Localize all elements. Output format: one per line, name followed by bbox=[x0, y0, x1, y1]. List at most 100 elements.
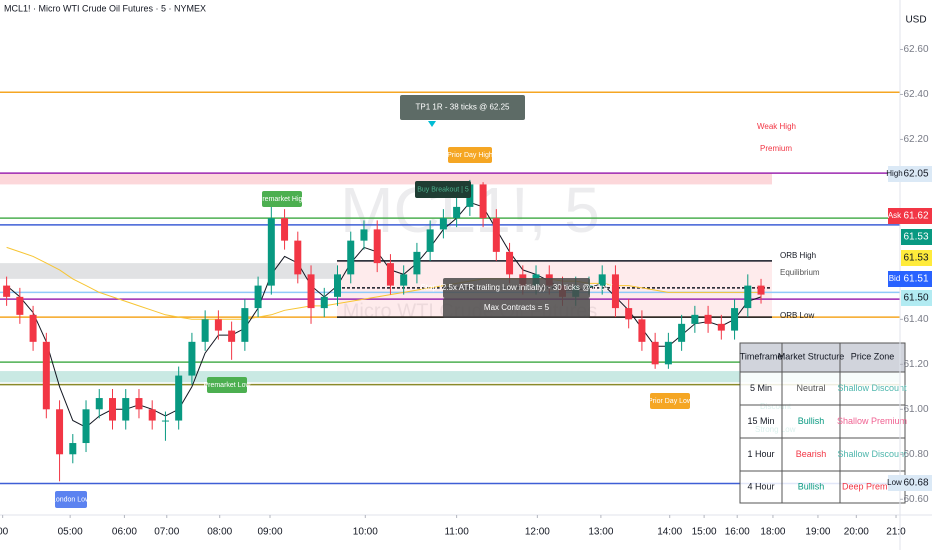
candle-body bbox=[161, 420, 169, 422]
x-tick-label: 15:00 bbox=[692, 527, 717, 538]
annotation-text: Prior Day High bbox=[447, 152, 493, 159]
candle-body bbox=[122, 398, 130, 421]
candle-body bbox=[188, 341, 196, 376]
candle-body bbox=[651, 341, 659, 365]
candle-body bbox=[347, 240, 355, 275]
annotation-text: London Low bbox=[52, 496, 91, 503]
y-tick-label: 61.00 bbox=[903, 404, 928, 415]
candle-body bbox=[611, 274, 619, 309]
tp-arrow bbox=[428, 121, 436, 127]
x-tick-label: 12:00 bbox=[525, 527, 550, 538]
candle-body bbox=[56, 409, 64, 455]
price-tag-name: Bid bbox=[889, 274, 901, 283]
x-tick-label: 20:00 bbox=[844, 527, 869, 538]
x-tick-label: 08:00 bbox=[207, 527, 232, 538]
currency[interactable]: USD bbox=[905, 15, 926, 26]
price-tag-name-box bbox=[888, 208, 901, 224]
plot-area: TP1 1R - 38 ticks @ 62.25 Prior Day High B… bbox=[0, 91, 907, 508]
annotation-box bbox=[443, 278, 590, 298]
chart-label: Equilibrium bbox=[780, 268, 820, 277]
y-tick-label: 61.40 bbox=[903, 314, 928, 325]
annotation-box bbox=[415, 181, 471, 198]
table-cell: 5 Min bbox=[750, 383, 772, 393]
price-tag-name: Low bbox=[887, 478, 902, 487]
x-tick-label: 05:00 bbox=[58, 527, 83, 538]
price-tag bbox=[901, 250, 932, 266]
candle-body bbox=[214, 319, 222, 331]
table-cell: 15 Min bbox=[747, 416, 774, 426]
candle-body bbox=[664, 341, 672, 365]
candle-body bbox=[453, 206, 461, 219]
price-tag bbox=[901, 290, 932, 306]
candle-body bbox=[757, 285, 765, 295]
price-tag-name-box bbox=[888, 475, 901, 491]
price-tag-name-box bbox=[888, 166, 901, 182]
candle-body bbox=[400, 274, 408, 286]
chart-label: Weak High bbox=[757, 122, 796, 131]
candle-body bbox=[148, 409, 156, 421]
table-cell: 4 Hour bbox=[747, 481, 774, 491]
zone bbox=[0, 263, 337, 279]
moving-average bbox=[6, 201, 762, 428]
candle-body bbox=[439, 218, 447, 230]
price-tag-value: 62.05 bbox=[903, 169, 928, 180]
x-tick-label: 06:00 bbox=[112, 527, 137, 538]
annotation-box bbox=[262, 191, 302, 207]
price-tag-value: 61.53 bbox=[903, 253, 928, 264]
price-tag-value: 60.68 bbox=[903, 478, 928, 489]
candle-body bbox=[492, 218, 500, 252]
candle-body bbox=[82, 409, 90, 444]
annotation-text: TP1 1R - 38 ticks @ 62.25 bbox=[416, 103, 510, 112]
candle-body bbox=[228, 330, 236, 342]
candle-body bbox=[717, 323, 725, 331]
candle-body bbox=[320, 296, 328, 309]
annotation-text: Premarket High bbox=[258, 196, 307, 203]
table-cell: Shallow Discount bbox=[837, 449, 907, 459]
annotation-text: Buy Breakout | 5 bbox=[417, 186, 469, 193]
table-cell: 1 Hour bbox=[747, 449, 774, 459]
candle-body bbox=[638, 319, 646, 342]
table-header: Market Structure bbox=[778, 351, 845, 361]
y-tick-label: 60.60 bbox=[903, 494, 928, 505]
candle-body bbox=[3, 285, 11, 297]
zone bbox=[0, 371, 900, 383]
x-tick-label: 11:00 bbox=[444, 527, 469, 538]
candle-body bbox=[241, 308, 249, 342]
table-header: Price Zone bbox=[851, 351, 895, 361]
price-tag bbox=[901, 208, 932, 224]
candle-body bbox=[109, 398, 116, 421]
chart-label: ORB High bbox=[780, 251, 816, 260]
candle-body bbox=[678, 323, 686, 342]
price-tag bbox=[901, 475, 932, 491]
annotation-text: Stop (2.5x ATR trailing Low initially) -… bbox=[420, 283, 613, 292]
candle-body bbox=[267, 218, 275, 286]
candle-body bbox=[704, 314, 712, 324]
price-tag-value: 61.50 bbox=[903, 293, 928, 304]
table-cell: Bullish bbox=[798, 416, 825, 426]
y-tick-label: 62.20 bbox=[903, 134, 928, 145]
annotation-box bbox=[650, 393, 690, 409]
y-tick-label: 60.80 bbox=[903, 449, 928, 460]
candle-body bbox=[426, 229, 434, 252]
annotation-text: Premarket Low bbox=[203, 382, 251, 389]
annotation-text: Prior Day Low bbox=[648, 398, 693, 405]
x-tick-label: 00 bbox=[0, 527, 9, 538]
x-tick-label: 19:00 bbox=[805, 527, 830, 538]
candle-body bbox=[135, 398, 143, 410]
candle-body bbox=[175, 375, 183, 421]
annotation-box bbox=[443, 298, 590, 318]
y-tick-label: 61.20 bbox=[903, 359, 928, 370]
candle-body bbox=[373, 229, 381, 264]
price-tag-value: 61.62 bbox=[903, 211, 928, 222]
candle-body bbox=[294, 240, 302, 275]
annotation-box bbox=[55, 491, 87, 508]
x-tick-label: 07:00 bbox=[154, 527, 179, 538]
candle-body bbox=[386, 263, 394, 286]
price-tag bbox=[901, 229, 932, 245]
chart-label: ORB Low bbox=[780, 311, 814, 320]
candle-body bbox=[95, 398, 103, 410]
candle-body bbox=[691, 314, 699, 324]
price-tag bbox=[901, 166, 932, 182]
x-tick-label: 09:00 bbox=[257, 527, 282, 538]
x-tick-label: 21:0 bbox=[886, 527, 906, 538]
